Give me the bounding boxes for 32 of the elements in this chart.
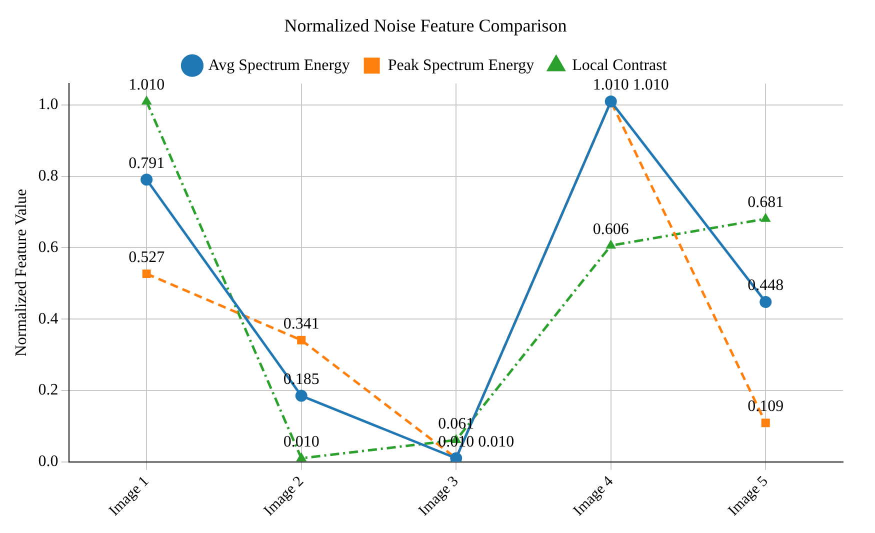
point bbox=[761, 418, 770, 428]
point bbox=[297, 336, 306, 344]
data-label: 0.791 bbox=[128, 154, 165, 172]
y-tick-label: 0.2 bbox=[38, 382, 58, 399]
point bbox=[141, 95, 152, 104]
data-label: 1.010 bbox=[592, 76, 629, 94]
point bbox=[295, 390, 308, 402]
data-label: 0.527 bbox=[128, 248, 165, 266]
point bbox=[760, 212, 771, 222]
y-tick-label: 0.8 bbox=[38, 168, 58, 185]
y-axis-title: Normalized Feature Value bbox=[12, 188, 30, 357]
point bbox=[142, 270, 151, 278]
data-label: 0.010 bbox=[478, 433, 514, 450]
data-label: 0.606 bbox=[592, 220, 629, 238]
data-label: 0.341 bbox=[283, 315, 320, 332]
chart-title: Normalized Noise Feature Comparison bbox=[284, 16, 567, 36]
data-label: 0.010 bbox=[283, 433, 320, 450]
data-label: 1.010 bbox=[128, 76, 165, 94]
point bbox=[296, 452, 307, 462]
legend-label: Local Contrast bbox=[572, 56, 668, 74]
data-label: 0.109 bbox=[748, 398, 784, 416]
legend-label: Peak Spectrum Energy bbox=[388, 56, 534, 74]
y-tick-label: 0.4 bbox=[38, 310, 58, 328]
point bbox=[606, 240, 616, 249]
point bbox=[760, 296, 772, 308]
data-label: 0.681 bbox=[748, 194, 784, 212]
y-tick-label: 0.0 bbox=[38, 453, 58, 470]
data-label: 1.010 bbox=[632, 76, 669, 94]
y-tick-label: 0.6 bbox=[38, 238, 58, 256]
point bbox=[140, 174, 153, 186]
legend-label: Avg Spectrum Energy bbox=[208, 56, 350, 74]
y-tick-label: 1.0 bbox=[38, 96, 58, 114]
